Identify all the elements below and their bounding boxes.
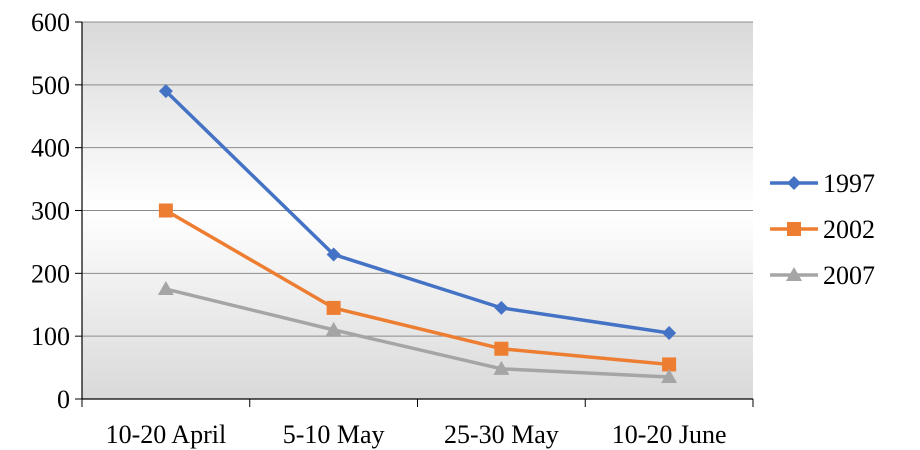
legend-label: 2002 xyxy=(823,215,875,244)
legend-marker xyxy=(787,176,801,190)
legend-label: 1997 xyxy=(823,169,875,198)
data-point-1997-0 xyxy=(158,84,173,99)
data-point-2002-3 xyxy=(662,357,677,372)
data-point-2007-0 xyxy=(157,281,174,296)
data-point-2002-2 xyxy=(494,341,509,356)
x-tick-label: 25-30 May xyxy=(444,420,559,449)
data-point-2002-0 xyxy=(158,203,173,218)
y-tick-label: 0 xyxy=(57,385,70,414)
data-point-1997-2 xyxy=(494,300,509,315)
y-tick-label: 100 xyxy=(31,322,70,351)
series-1997 xyxy=(158,84,677,341)
x-tick-label: 10-20 April xyxy=(106,420,227,449)
data-point-1997-3 xyxy=(662,326,677,341)
data-point-2007-2 xyxy=(493,360,510,375)
series-2007 xyxy=(157,281,678,384)
y-tick-label: 200 xyxy=(31,259,70,288)
y-tick-label: 500 xyxy=(31,71,70,100)
data-point-2007-3 xyxy=(661,369,678,384)
series-line-1997 xyxy=(164,89,671,335)
legend-entry-1997: 1997 xyxy=(770,169,875,198)
y-tick-label: 600 xyxy=(31,8,70,37)
y-tick-label: 400 xyxy=(31,134,70,163)
legend-entry-2002: 2002 xyxy=(770,215,875,244)
y-tick-label: 300 xyxy=(31,197,70,226)
legend-label: 2007 xyxy=(823,261,875,290)
data-point-2007-1 xyxy=(325,321,342,336)
x-tick-label: 5-10 May xyxy=(283,420,385,449)
legend-marker xyxy=(786,267,802,281)
data-point-2002-1 xyxy=(326,300,341,315)
legend-marker xyxy=(787,222,801,236)
series-line-2007 xyxy=(164,287,671,379)
x-tick-label: 10-20 June xyxy=(612,420,727,449)
series-2002 xyxy=(158,203,677,372)
data-point-1997-1 xyxy=(326,247,341,262)
legend-entry-2007: 2007 xyxy=(770,261,875,290)
series-line-2002 xyxy=(164,208,671,367)
